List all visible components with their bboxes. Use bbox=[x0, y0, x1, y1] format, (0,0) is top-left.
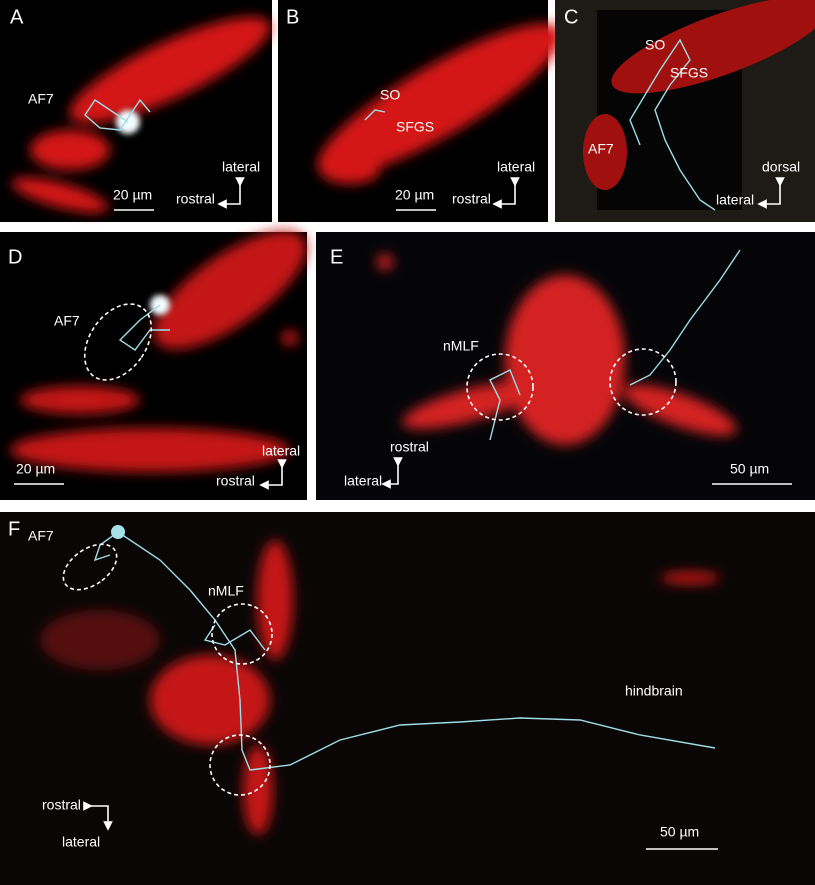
orientation-arrow bbox=[83, 801, 113, 831]
panel-a: A AF7 20 µm lateral rostral bbox=[0, 0, 272, 222]
label: nMLF bbox=[208, 583, 244, 599]
neuron bbox=[629, 249, 741, 386]
orientation-label: dorsal bbox=[762, 159, 800, 175]
red-signal bbox=[317, 23, 563, 184]
label: SO bbox=[645, 37, 665, 53]
neuron bbox=[364, 109, 386, 121]
scale-bar-label: 20 µm bbox=[113, 187, 152, 203]
dashed-outline bbox=[62, 543, 118, 591]
label: SFGS bbox=[670, 65, 708, 81]
dashed-outline bbox=[211, 603, 273, 665]
panel-letter: E bbox=[330, 246, 343, 268]
red-signal bbox=[11, 17, 271, 213]
orientation-arrow bbox=[217, 177, 245, 209]
neuron bbox=[203, 624, 266, 651]
scale-bar-label: 50 µm bbox=[660, 824, 699, 840]
panel-f: F AF7 nMLF hindbrain rostral lateral 50 … bbox=[0, 512, 815, 885]
neuron bbox=[489, 369, 521, 441]
panel-letter: B bbox=[286, 6, 299, 28]
scale-bar-label: 50 µm bbox=[730, 461, 769, 477]
scale-bar-label: 20 µm bbox=[395, 187, 434, 203]
panel-e: E nMLF rostral lateral 50 µm bbox=[316, 232, 815, 500]
neuron bbox=[84, 98, 151, 131]
orientation-label: rostral bbox=[390, 439, 429, 455]
orientation-label: lateral bbox=[497, 159, 535, 175]
panel-letter: F bbox=[8, 518, 20, 540]
label: hindbrain bbox=[625, 683, 683, 699]
panel-c: C SO SFGS AF7 dorsal lateral bbox=[555, 0, 815, 222]
orientation-label: lateral bbox=[262, 443, 300, 459]
label: AF7 bbox=[588, 141, 614, 157]
panel-d: D AF7 20 µm lateral rostral bbox=[0, 230, 307, 500]
orientation-label: lateral bbox=[222, 159, 260, 175]
orientation-label: rostral bbox=[216, 473, 255, 489]
orientation-label: lateral bbox=[62, 834, 100, 850]
label: nMLF bbox=[443, 338, 479, 354]
label: AF7 bbox=[28, 528, 54, 544]
orientation-arrow bbox=[492, 177, 520, 209]
panel-b: B SO SFGS 20 µm lateral rostral bbox=[278, 0, 563, 222]
red-signal bbox=[40, 540, 720, 835]
neuron bbox=[629, 38, 716, 211]
panel-letter: A bbox=[10, 6, 24, 28]
cell-body bbox=[111, 525, 125, 539]
dashed-outline bbox=[609, 348, 677, 416]
red-signal bbox=[10, 230, 307, 472]
label: SFGS bbox=[396, 119, 434, 135]
neuron bbox=[93, 531, 119, 562]
af7-region bbox=[583, 114, 627, 190]
label: AF7 bbox=[54, 313, 80, 329]
orientation-label: lateral bbox=[716, 192, 754, 208]
neuron bbox=[118, 304, 170, 351]
label: SO bbox=[380, 87, 400, 103]
panel-letter: C bbox=[564, 6, 578, 28]
dashed-outline bbox=[466, 353, 534, 421]
label: AF7 bbox=[28, 91, 54, 107]
orientation-label: rostral bbox=[452, 191, 491, 207]
panel-letter: D bbox=[8, 246, 22, 268]
orientation-label: rostral bbox=[42, 797, 81, 813]
so-region bbox=[611, 0, 815, 94]
orientation-arrow bbox=[757, 177, 785, 209]
orientation-arrow bbox=[259, 459, 287, 490]
orientation-label: lateral bbox=[344, 473, 382, 489]
orientation-label: rostral bbox=[176, 191, 215, 207]
orientation-arrow bbox=[381, 457, 403, 489]
dashed-outline bbox=[83, 303, 153, 381]
dashed-outline bbox=[209, 734, 271, 796]
red-signal bbox=[377, 254, 737, 445]
scale-bar-label: 20 µm bbox=[16, 461, 55, 477]
